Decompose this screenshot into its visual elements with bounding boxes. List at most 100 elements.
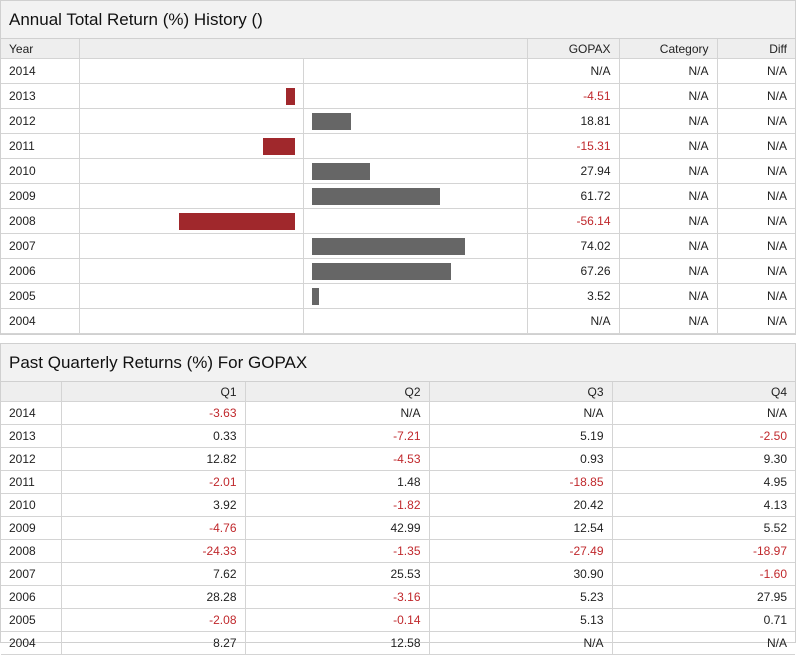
q2-column-header: Q2 (244, 382, 430, 402)
diff-column-header: Diff (716, 39, 795, 59)
q1-return-cell: 7.62 (60, 562, 246, 586)
fund-return-cell: 27.94 (526, 158, 620, 184)
positive-bar-cell (302, 108, 528, 134)
year-cell: 2013 (1, 83, 80, 109)
q3-return-cell: 20.42 (428, 493, 613, 517)
q3-return-cell: 0.93 (428, 447, 613, 471)
q4-return-cell: N/A (611, 401, 795, 425)
q2-return-cell: 12.58 (244, 631, 430, 655)
q4-return-cell: N/A (611, 631, 795, 655)
return-bar (311, 238, 465, 255)
q2-return-cell: 42.99 (244, 516, 430, 540)
year-cell: 2010 (1, 158, 80, 184)
diff-cell: N/A (716, 308, 795, 334)
q4-column-header: Q4 (611, 382, 795, 402)
return-bar (311, 288, 319, 305)
q1-return-cell: -2.01 (60, 470, 246, 494)
year-cell: 2006 (1, 258, 80, 284)
quarterly-row: 2012 12.82 -4.53 0.93 9.30 (1, 447, 795, 471)
annual-row: 2008 -56.14 N/A N/A (1, 208, 795, 234)
quarter-year-cell: 2006 (1, 585, 62, 609)
fund-return-cell: 18.81 (526, 108, 620, 134)
quarter-year-column-header (1, 382, 62, 402)
q3-return-cell: 12.54 (428, 516, 613, 540)
q1-return-cell: 8.27 (60, 631, 246, 655)
annual-row: 2004 N/A N/A N/A (1, 308, 795, 334)
negative-bar-cell (78, 208, 304, 234)
fund-column-header: GOPAX (526, 39, 620, 59)
fund-return-cell: 67.26 (526, 258, 620, 284)
category-return-cell: N/A (618, 208, 718, 234)
q2-return-cell: -3.16 (244, 585, 430, 609)
q4-return-cell: -1.60 (611, 562, 795, 586)
annual-row: 2009 61.72 N/A N/A (1, 183, 795, 209)
q3-return-cell: 5.19 (428, 424, 613, 448)
quarter-year-cell: 2009 (1, 516, 62, 540)
annual-return-title: Annual Total Return (%) History () (1, 1, 795, 39)
annual-row: 2013 -4.51 N/A N/A (1, 83, 795, 109)
quarter-year-cell: 2012 (1, 447, 62, 471)
quarterly-return-table: Q1 Q2 Q3 Q4 2014 -3.63 N/A N/A N/A 2013 0.33 -7… (1, 382, 795, 655)
q1-column-header: Q1 (60, 382, 246, 402)
q1-return-cell: -2.08 (60, 608, 246, 632)
annual-row: 2005 3.52 N/A N/A (1, 283, 795, 309)
annual-row: 2014 N/A N/A N/A (1, 58, 795, 84)
diff-cell: N/A (716, 258, 795, 284)
diff-cell: N/A (716, 283, 795, 309)
quarterly-row: 2005 -2.08 -0.14 5.13 0.71 (1, 608, 795, 632)
diff-cell: N/A (716, 183, 795, 209)
quarter-year-cell: 2008 (1, 539, 62, 563)
fund-return-cell: 74.02 (526, 233, 620, 259)
annual-header-row: Year GOPAX Category Diff (1, 39, 795, 59)
fund-return-cell: -56.14 (526, 208, 620, 234)
q2-return-cell: -1.35 (244, 539, 430, 563)
category-return-cell: N/A (618, 308, 718, 334)
annual-row: 2010 27.94 N/A N/A (1, 158, 795, 184)
quarter-year-cell: 2014 (1, 401, 62, 425)
positive-bar-cell (302, 158, 528, 184)
category-return-cell: N/A (618, 183, 718, 209)
q4-return-cell: -18.97 (611, 539, 795, 563)
quarter-year-cell: 2011 (1, 470, 62, 494)
q2-return-cell: -7.21 (244, 424, 430, 448)
negative-bar-cell (78, 83, 304, 109)
annual-return-panel: Annual Total Return (%) History () Year … (0, 0, 796, 335)
annual-row: 2012 18.81 N/A N/A (1, 108, 795, 134)
q4-return-cell: 5.52 (611, 516, 795, 540)
quarterly-row: 2007 7.62 25.53 30.90 -1.60 (1, 562, 795, 586)
positive-bar-cell (302, 208, 528, 234)
year-cell: 2008 (1, 208, 80, 234)
quarter-year-cell: 2007 (1, 562, 62, 586)
positive-bar-cell (302, 283, 528, 309)
q3-column-header: Q3 (428, 382, 613, 402)
annual-return-table: Year GOPAX Category Diff 2014 N/A N/A N/A 20… (1, 39, 795, 334)
quarter-year-cell: 2013 (1, 424, 62, 448)
year-cell: 2005 (1, 283, 80, 309)
q4-return-cell: 0.71 (611, 608, 795, 632)
quarterly-row: 2014 -3.63 N/A N/A N/A (1, 401, 795, 425)
negative-bar-cell (78, 133, 304, 159)
fund-return-cell: 3.52 (526, 283, 620, 309)
return-bar (311, 263, 451, 280)
return-bar (311, 188, 440, 205)
quarterly-row: 2008 -24.33 -1.35 -27.49 -18.97 (1, 539, 795, 563)
category-return-cell: N/A (618, 58, 718, 84)
fund-return-cell: N/A (526, 58, 620, 84)
year-cell: 2012 (1, 108, 80, 134)
annual-row: 2007 74.02 N/A N/A (1, 233, 795, 259)
year-column-header: Year (1, 39, 80, 59)
diff-cell: N/A (716, 158, 795, 184)
negative-bar-cell (78, 108, 304, 134)
diff-cell: N/A (716, 83, 795, 109)
q1-return-cell: 0.33 (60, 424, 246, 448)
q3-return-cell: 5.13 (428, 608, 613, 632)
q1-return-cell: 3.92 (60, 493, 246, 517)
category-return-cell: N/A (618, 233, 718, 259)
q2-return-cell: -4.53 (244, 447, 430, 471)
fund-return-cell: -4.51 (526, 83, 620, 109)
quarterly-return-title: Past Quarterly Returns (%) For GOPAX (1, 344, 795, 382)
quarter-year-cell: 2010 (1, 493, 62, 517)
q1-return-cell: 28.28 (60, 585, 246, 609)
diff-cell: N/A (716, 233, 795, 259)
quarterly-header-row: Q1 Q2 Q3 Q4 (1, 382, 795, 402)
